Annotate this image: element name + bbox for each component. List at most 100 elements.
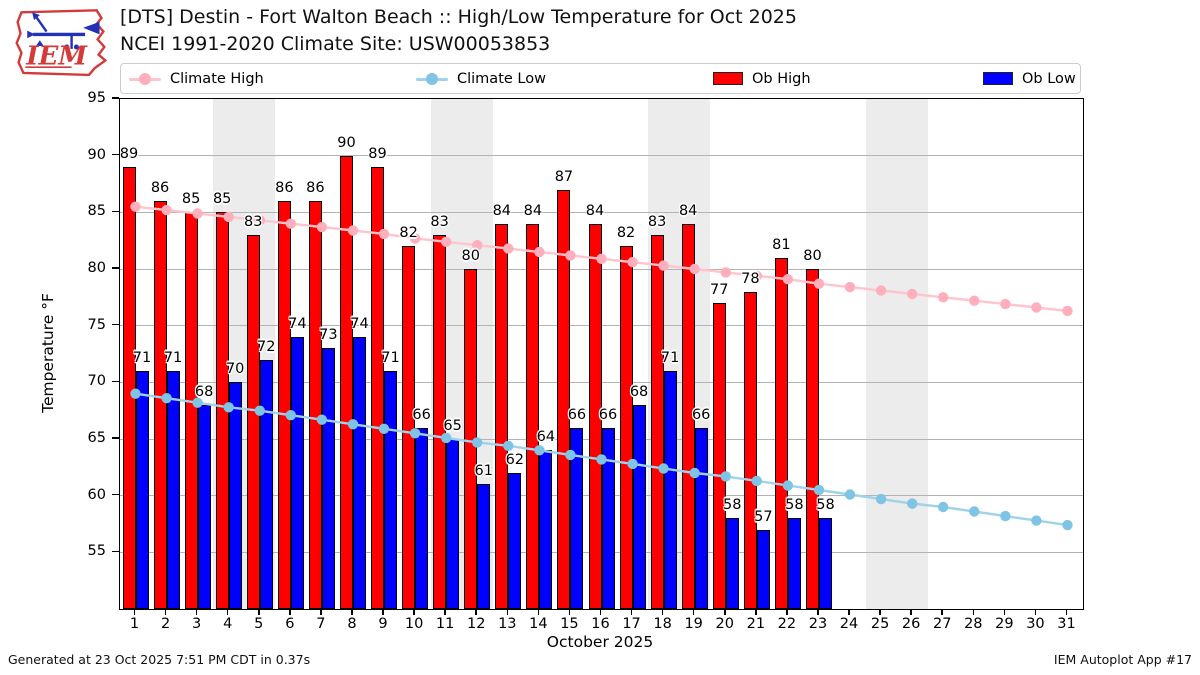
climate-high-marker [720,267,731,278]
climate-low-marker [907,498,918,509]
y-tick-mark [112,323,119,326]
ob-low-bar [756,529,770,609]
ob-high-value-label: 77 [710,282,729,298]
climate-high-marker [751,270,762,281]
x-axis-title: October 2025 [546,633,654,651]
ob-low-value-label: 74 [350,316,369,332]
ob-high-value-label: 86 [150,180,170,196]
x-tick-label: 29 [995,616,1014,632]
x-tick-mark [475,609,477,615]
x-tick-label: 13 [498,616,517,632]
climate-high-marker [813,278,825,289]
legend-label-ob-high: Ob High [752,70,811,87]
ob-low-value-label: 66 [598,406,618,423]
legend-item-climate-high: Climate High [129,64,264,93]
climate-high-marker [130,201,141,212]
climate-high-marker [875,285,887,296]
ob-high-bar [433,235,447,609]
x-tick-label: 4 [223,616,233,632]
climate-high-marker [316,221,328,233]
climate-high-marker [969,295,980,306]
legend-item-climate-low: Climate Low [416,64,546,93]
x-tick-label: 5 [254,616,264,632]
y-tick-mark [112,267,119,269]
climate-high-marker [1031,302,1042,313]
ob-high-bar [681,223,695,609]
y-tick-mark [112,437,119,439]
ob-high-value-label: 82 [616,225,636,242]
ob-high-value-label: 85 [181,191,201,208]
plot-area: 89 86 85 85 83 86 86 90 89 82 83 80 84 84 87 84 82 83 84 77… [119,98,1084,610]
climate-high-marker [534,246,545,258]
x-tick-label: 12 [466,616,486,632]
climate-low-marker [534,445,545,456]
y-tick-mark [112,550,119,553]
x-tick-mark [164,609,167,615]
x-tick-mark [786,609,788,615]
x-tick-mark [879,609,881,615]
x-tick-label: 1 [129,616,140,632]
climate-low-marker [472,437,483,448]
y-axis-title: Temperature °F [39,293,57,413]
climate-high-marker [223,211,234,223]
y-tick-label: 60 [87,486,106,503]
legend-label-climate-low: Climate Low [457,70,546,87]
climate-low-marker [192,397,203,408]
y-gridline [120,325,1083,327]
ob-high-bar [339,155,353,609]
climate-high-marker [409,233,421,244]
x-axis: 1 2 3 4 5 6 7 8 9 10 11 12 13 14 15 16 17 18 19 20 21 22 23 24 2… [119,609,1082,639]
ob-low-bar [197,405,211,609]
y-gridline [120,381,1083,383]
ob-high-value-label: 83 [647,214,667,230]
x-tick-mark [755,609,757,615]
ob-high-bar [743,291,757,609]
x-tick-label: 20 [715,616,734,632]
x-tick-label: 8 [347,616,357,632]
climate-high-marker [844,281,856,293]
legend-label-climate-high: Climate High [170,70,264,87]
logo-iem-text: IEM [25,41,88,71]
ob-low-bar [228,382,242,609]
x-tick-mark [910,609,912,615]
climate-high-marker [565,250,576,261]
ob-high-bar [774,257,788,609]
climate-high-marker [782,274,794,285]
chart-title: [DTS] Destin - Fort Walton Beach :: High… [120,6,797,28]
ob-low-value-label: 64 [536,429,556,446]
climate-low-marker [938,501,949,513]
y-gridline [120,268,1083,270]
ob-low-value-label: 58 [723,497,742,514]
y-tick-label: 80 [87,260,106,276]
ob-high-swatch-icon [713,72,743,85]
ob-high-bar [495,223,509,609]
x-tick-label: 26 [901,616,921,632]
x-tick-label: 2 [160,616,171,632]
climate-low-marker [1000,510,1011,522]
x-tick-mark [320,609,322,615]
climate-low-marker [223,402,234,413]
x-tick-mark [568,609,571,615]
y-tick-label: 95 [87,90,106,106]
x-tick-mark [599,609,602,615]
x-tick-label: 31 [1057,616,1076,632]
x-tick-label: 30 [1026,616,1045,632]
ob-high-bar [246,235,260,609]
x-tick-label: 18 [653,616,672,632]
climate-high-marker [161,204,172,216]
ob-high-bar [619,246,633,609]
ob-high-bar [277,201,291,609]
climate-lines-layer [130,201,1073,531]
ob-low-value-label: 72 [257,338,276,355]
ob-high-value-label: 87 [554,168,574,185]
ob-high-bar [308,201,322,609]
x-tick-mark [724,609,726,615]
ob-low-bar [259,359,273,609]
ob-low-bar [601,427,615,609]
ob-low-bar [477,484,491,609]
ob-high-bar [526,223,540,609]
ob-high-bar [557,189,571,609]
climate-high-marker [378,228,390,240]
y-tick-mark [112,97,119,99]
ob-high-value-label: 86 [306,180,325,196]
